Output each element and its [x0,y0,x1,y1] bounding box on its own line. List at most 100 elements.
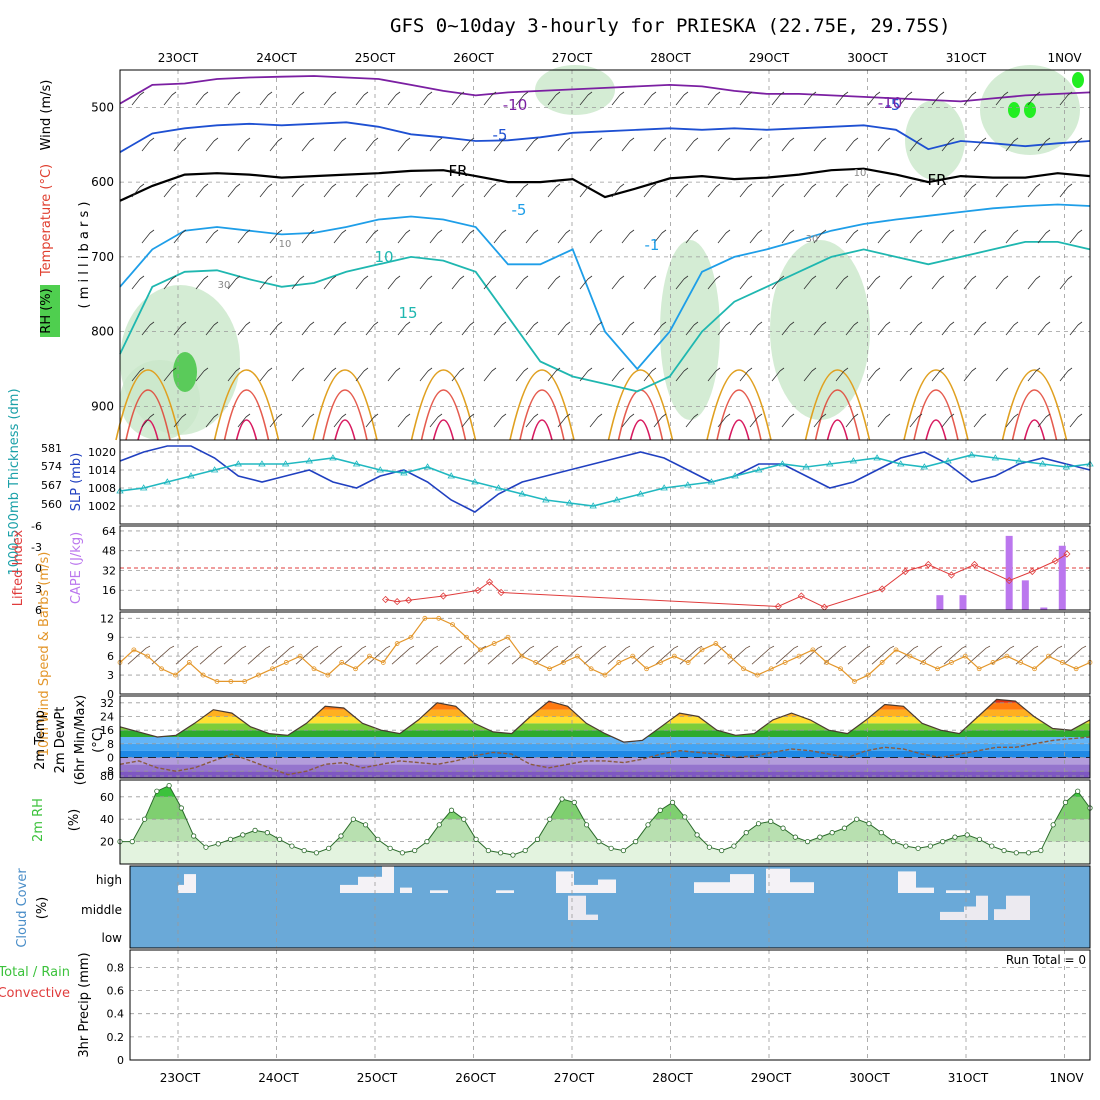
rh-marker [841,825,848,831]
wind-barb [675,275,689,290]
wind-speed-marker [852,678,857,684]
rh-tick-label: 20 [100,836,114,849]
temp-contour-orange [1001,369,1068,441]
wind-barb [1037,229,1051,244]
wind-barb [163,367,177,382]
wind-barb [1027,183,1041,198]
temp-contour-orange [312,369,378,441]
rh-marker [1038,847,1044,854]
wind-barb [717,229,731,244]
temp-contour-magenta [629,419,652,441]
lifted-index-marker [1028,567,1036,576]
rh-unit-label: (%) [67,809,82,832]
temp-contour-orange [903,369,969,441]
top-x-axis: 23OCT 24OCT 25OCT 26OCT 27OCT 28OCT 29OCT 30OCT… [158,51,1083,65]
temp-contour-red [913,389,959,441]
wind-barb [653,229,667,244]
wind-barb [877,413,891,428]
wind-barb [451,183,465,198]
wind-barb [391,645,415,665]
wind-barb [237,413,251,428]
series-thickness [119,454,1091,507]
cloud-panel: high middle low Cloud Cover (%) [15,865,1091,949]
wind-barb [493,321,507,336]
wind-speed-marker [824,660,830,665]
wind-speed-marker [173,672,178,678]
wind-speed-marker [159,666,164,672]
cape-tick-label: 32 [102,564,116,577]
series-slp [119,445,1091,513]
wind-barb [461,229,475,244]
cloud-high-block [340,884,358,893]
contour-label: -1 [645,236,660,254]
cape-bar [1040,607,1048,610]
thickness-marker [234,460,242,467]
wind-barb [727,645,751,665]
wind-barb [269,229,283,244]
temp-tick-label: -8 [103,765,114,778]
wind-barb [195,183,209,198]
wind-barb [877,321,891,336]
wind-barb [739,367,753,382]
rh-marker [313,850,320,856]
thickness-marker [873,454,881,461]
wind-barb [685,321,699,336]
rh-marker [547,816,553,822]
wind-barb [963,275,977,290]
precip-axis-label: 3hr Precip (mm) [77,952,92,1057]
wind-barb [493,229,507,244]
wind-barb [525,321,539,336]
rh-marker [817,834,823,840]
rh-marker [890,838,897,845]
thickness-marker [991,454,1000,461]
lifted-index-marker [497,588,505,597]
cape-tick-label: 16 [102,584,116,597]
wind-barb [845,229,859,244]
wind-barb [547,275,561,290]
thickness-marker [518,490,526,497]
contour-label: 10 [374,248,393,266]
top-tick-label: 28OCT [650,51,691,65]
wind-barb [493,137,507,152]
wind-barb [355,367,369,382]
thickness-marker [755,466,763,473]
lifted-index-marker [774,602,782,611]
slp-axis-label: SLP (mb) [69,453,84,512]
wind-speed-marker [256,672,261,678]
wind-barb [227,91,241,106]
wind-barb [387,183,401,198]
wind-speed-marker [200,672,206,678]
wind-barb [707,91,721,106]
rh-marker [964,832,970,838]
wind-barb [1027,275,1041,290]
wind-barb [991,645,1015,665]
panel-frame [119,695,1091,779]
wind-barb [323,91,337,106]
wind-barb [717,413,731,428]
temp-tick-label: 32 [100,697,114,710]
wind-barb [739,91,753,106]
temp-band [120,723,1090,731]
wind-barb [511,645,535,665]
wind-speed-marker [782,660,788,665]
wind-barb [899,183,913,198]
top-tick-label: 23OCT [158,51,199,65]
wind-barb [835,91,849,106]
lifted-tick-label: 3 [35,583,42,596]
wind-barb [845,321,859,336]
lifted-index-marker [485,578,494,586]
cloud-high-block [598,879,616,893]
wind-barb [525,137,539,152]
temp-contour-magenta [826,419,849,441]
wind-speed-marker [768,666,774,672]
rh-marker [436,822,442,828]
rh-marker [141,816,148,822]
wind-barb [803,275,817,290]
wind-barb [387,91,401,106]
wind-barb [771,367,785,382]
cape-bar [936,595,944,610]
rh-marker [952,834,958,840]
wind-barb [439,645,463,665]
wind-speed-marker [519,653,525,659]
wind-barb [941,229,955,244]
